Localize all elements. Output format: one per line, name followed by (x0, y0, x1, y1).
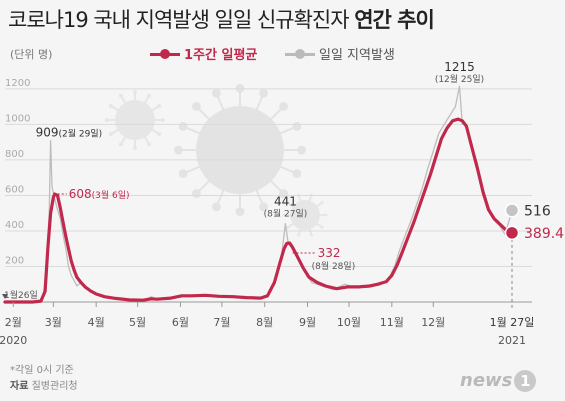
x-tick-label: 3월 (45, 316, 62, 329)
virus-spike-tip (133, 146, 137, 150)
x-tick-label: 12월 (421, 316, 445, 329)
virus-spike-tip (174, 145, 183, 155)
legend-daily-swatch (285, 47, 315, 61)
virus-spike-tip (178, 169, 188, 178)
virus-spike-tip (212, 88, 221, 98)
virus-spike-tip (161, 118, 165, 122)
virus-spike-tip (320, 225, 324, 229)
x-tick-label: 2월 (5, 316, 22, 329)
y-tick-label: 200 (5, 255, 24, 266)
x-tick-label: 7월 (213, 316, 230, 329)
virus-spike-tip (292, 122, 302, 131)
x-tick-label: 10월 (337, 316, 361, 329)
end-avg-dot (504, 225, 520, 241)
virus-spike-tip (157, 132, 162, 136)
peak1-daily-label: 909(2월 29일) (36, 126, 103, 140)
virus-spike-tip (297, 145, 306, 155)
logo-text: news (460, 370, 513, 391)
title-bold: 연간 추이 (354, 8, 435, 32)
y-tick-label: 400 (5, 220, 24, 231)
x-year-end: 2021 (498, 334, 526, 347)
virus-spike-tip (292, 169, 302, 178)
virus-spike-tip (105, 118, 109, 122)
virus-body (196, 106, 284, 194)
legend-avg-label: 1주간 일평균 (184, 48, 258, 63)
x-tick-label: 9월 (299, 316, 316, 329)
end-daily-dot (504, 203, 520, 218)
x-end-label: 1월 27일 (490, 315, 535, 329)
y-tick-label: 1200 (5, 78, 30, 89)
peak2-avg-date: (8월 28일) (312, 260, 356, 272)
virus-spike-tip (324, 213, 328, 217)
x-tick-label: 11월 (380, 316, 404, 329)
legend-daily: 일일 지역발생 (285, 44, 395, 63)
virus-spike-tip (212, 202, 221, 212)
virus-spike-tip (178, 122, 188, 131)
virus-spike-tip (279, 102, 288, 111)
y-tick-label: 800 (5, 149, 24, 160)
peak2-avg-value: 332 (318, 246, 341, 260)
x-start-marker (2, 294, 8, 299)
y-tick-label: 1000 (5, 113, 30, 124)
peak3-daily-date: (12월 25일) (435, 73, 484, 85)
peak2-daily-date: (8월 27일) (264, 208, 308, 220)
virus-body (115, 100, 155, 140)
virus-spike-tip (309, 233, 313, 237)
peak1-daily-label-value: 909 (36, 126, 59, 140)
virus-spike-tip (157, 104, 162, 108)
peak1-avg-label: 608(3월 6일) (69, 187, 130, 201)
virus-spike-tip (286, 201, 290, 205)
y-tick-label: 600 (5, 184, 24, 195)
chart-title: 코로나19 국내 지역발생 일일 신규확진자 연간 추이 (8, 4, 435, 34)
peak2-daily-value: 441 (274, 195, 297, 209)
virus-spike-tip (235, 207, 245, 217)
peak1-avg-label-value: 608 (69, 187, 92, 201)
virus-body (290, 200, 320, 230)
title-main: 코로나19 국내 지역발생 일일 신규확진자 (8, 8, 350, 32)
virus-spike-tip (119, 142, 123, 147)
end-avg-label: 389.4 (524, 226, 564, 242)
virus-spike-tip (297, 233, 301, 237)
x-start-label: 1월26일 (4, 289, 38, 301)
virus-spike-tip (119, 93, 123, 98)
logo-mark: 1 (514, 370, 537, 392)
peak1-avg-label-date: (3월 6일) (92, 189, 130, 201)
virus-spike-tip (133, 90, 137, 94)
peak1-daily-label-date: (2월 29일) (58, 128, 102, 140)
news1-logo: news 1 (460, 370, 537, 392)
virus-spike-tip (108, 104, 113, 108)
x-tick-label: 5월 (129, 316, 146, 329)
virus-spike-tip (282, 213, 286, 217)
x-tick-label: 6월 (172, 316, 189, 329)
legend-avg-swatch (150, 47, 180, 61)
virus-spike-tip (192, 102, 201, 111)
source-value: 질병관리청 (31, 381, 78, 392)
legend-avg: 1주간 일평균 (150, 44, 257, 63)
peak3-daily-value: 1215 (444, 60, 475, 74)
source-line: 자료 질병관리청 (10, 377, 78, 392)
virus-spike-tip (147, 142, 151, 147)
source-label: 자료 (10, 381, 29, 392)
unit-label: (단위 명) (10, 48, 53, 61)
virus-spike-tip (259, 88, 268, 98)
end-daily-label: 516 (524, 203, 551, 219)
x-year-start: 2020 (0, 334, 27, 347)
legend-daily-label: 일일 지역발생 (319, 48, 395, 63)
footnote: *각일 0시 기준 (10, 365, 74, 376)
virus-spike-tip (286, 225, 290, 229)
virus-spike-tip (108, 132, 113, 136)
virus-spike-tip (259, 202, 268, 212)
virus-spike-tip (320, 201, 324, 205)
virus-spike-tip (147, 93, 151, 98)
series-avg-line (3, 117, 514, 304)
virus-spike-tip (192, 189, 201, 198)
x-tick-label: 4월 (88, 316, 105, 329)
x-tick-label: 8월 (256, 316, 273, 329)
